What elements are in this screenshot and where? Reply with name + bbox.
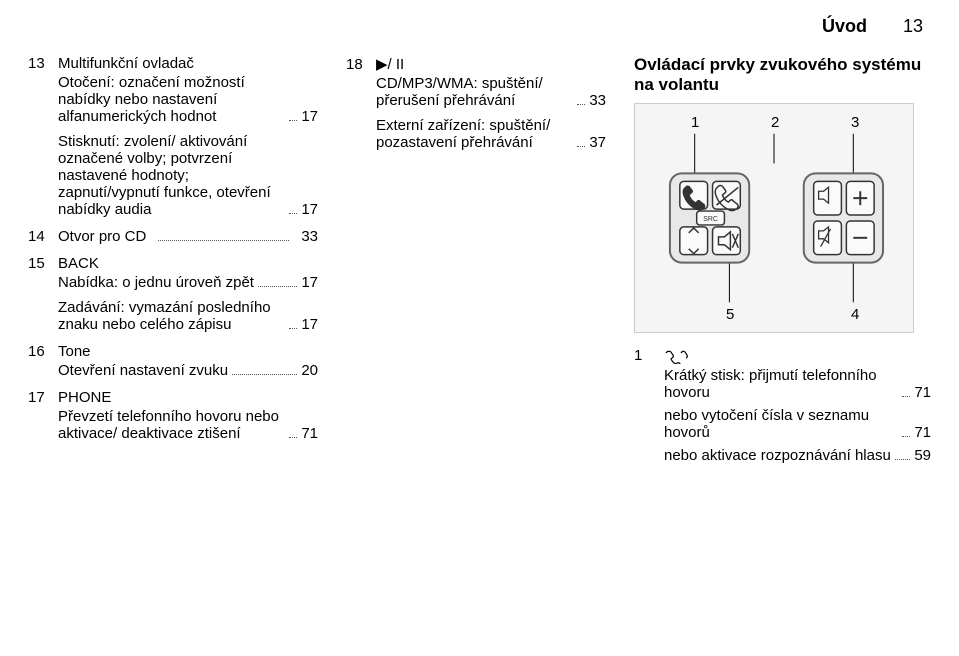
- toc-line: Externí zařízení: spuštění/ pozastavení …: [376, 117, 606, 151]
- toc-line: nebo vytočení čísla v seznamu hovorů 71: [664, 407, 931, 441]
- entry-13: 13 Multifunkční ovladač Otočení: označen…: [28, 55, 318, 218]
- entry-number: 16: [28, 343, 50, 360]
- page-ref: 71: [301, 425, 318, 442]
- toc-line: CD/MP3/WMA: spuštění/ přerušení přehrává…: [376, 75, 606, 109]
- toc-line: Zadávání: vymazání posledního znaku nebo…: [58, 299, 318, 333]
- leader-dots: [158, 240, 289, 241]
- section-heading: Ovládací prvky zvukového systému na vola…: [634, 55, 931, 95]
- toc-line: Otočení: označení možností nabídky nebo …: [58, 74, 318, 125]
- leader-dots: [902, 396, 910, 397]
- page-ref: 37: [589, 134, 606, 151]
- page-ref: 20: [301, 362, 318, 379]
- entry-14: 14 Otvor pro CD 33: [28, 228, 318, 245]
- section-title: Úvod: [822, 16, 867, 37]
- callout-4: 4: [851, 306, 859, 323]
- leader-dots: [289, 213, 297, 214]
- leader-dots: [289, 437, 297, 438]
- leader-dots: [232, 374, 297, 375]
- line-text: Stisknutí: zvolení/ aktivování označené …: [58, 133, 285, 218]
- play-pause-icon: ▶/ II: [376, 55, 606, 73]
- column-2: 18 ▶/ II CD/MP3/WMA: spuštění/ přerušení…: [346, 55, 606, 474]
- toc-line: Krátký stisk: přijmutí telefonního hovor…: [664, 367, 931, 401]
- leader-dots: [289, 120, 297, 121]
- page-ref: 59: [914, 447, 931, 464]
- leader-dots: [895, 459, 910, 460]
- entry-number: 13: [28, 55, 50, 72]
- toc-line: Stisknutí: zvolení/ aktivování označené …: [58, 133, 318, 218]
- entry-number: 1: [634, 347, 656, 364]
- content-columns: 13 Multifunkční ovladač Otočení: označen…: [28, 55, 931, 474]
- entry-number: 18: [346, 56, 368, 73]
- page-ref: 33: [589, 92, 606, 109]
- entry-18: 18 ▶/ II CD/MP3/WMA: spuštění/ přerušení…: [346, 55, 606, 151]
- legend-1: 1 Krátký stisk: přijmutí telefonního hov…: [634, 347, 931, 464]
- page-ref: 17: [301, 274, 318, 291]
- callout-2: 2: [771, 114, 779, 131]
- entry-label: Multifunkční ovladač: [58, 55, 318, 72]
- line-text: Otevření nastavení zvuku: [58, 362, 228, 379]
- callout-3: 3: [851, 114, 859, 131]
- leader-dots: [258, 286, 297, 287]
- line-text: Externí zařízení: spuštění/ pozastavení …: [376, 117, 573, 151]
- callout-5: 5: [726, 306, 734, 323]
- toc-line: Nabídka: o jednu úroveň zpět 17: [58, 274, 318, 291]
- entry-17: 17 PHONE Převzetí telefonního hovoru neb…: [28, 389, 318, 442]
- page-number: 13: [903, 16, 923, 37]
- diagram-svg: SRC: [635, 104, 913, 332]
- column-1: 13 Multifunkční ovladač Otočení: označen…: [28, 55, 318, 474]
- entry-16: 16 Tone Otevření nastavení zvuku 20: [28, 343, 318, 379]
- leader-dots: [289, 328, 297, 329]
- page-ref: 33: [301, 228, 318, 245]
- line-text: Krátký stisk: přijmutí telefonního hovor…: [664, 367, 898, 401]
- phone-icon: [664, 348, 931, 365]
- line-text: nebo aktivace rozpoznávání hlasu: [664, 447, 891, 464]
- page-ref: 17: [301, 316, 318, 333]
- line-text: CD/MP3/WMA: spuštění/ přerušení přehrává…: [376, 75, 573, 109]
- column-3: Ovládací prvky zvukového systému na vola…: [634, 55, 931, 474]
- leader-dots: [577, 104, 585, 105]
- line-text: Převzetí telefonního hovoru nebo aktivac…: [58, 408, 285, 442]
- callout-1: 1: [691, 114, 699, 131]
- entry-number: 15: [28, 255, 50, 272]
- toc-line: nebo aktivace rozpoznávání hlasu 59: [664, 447, 931, 464]
- leader-dots: [902, 436, 910, 437]
- entry-label: Otvor pro CD: [58, 228, 146, 245]
- page-ref: 71: [914, 384, 931, 401]
- entry-label: PHONE: [58, 389, 318, 406]
- steering-wheel-diagram: SRC 1 2: [634, 103, 914, 333]
- line-text: Otočení: označení možností nabídky nebo …: [58, 74, 285, 125]
- entry-number: 14: [28, 228, 50, 245]
- page-header: Úvod 13: [28, 16, 931, 37]
- line-text: Nabídka: o jednu úroveň zpět: [58, 274, 254, 291]
- line-text: nebo vytočení čísla v seznamu hovorů: [664, 407, 898, 441]
- entry-15: 15 BACK Nabídka: o jednu úroveň zpět 17 …: [28, 255, 318, 333]
- page-ref: 17: [301, 108, 318, 125]
- entry-label: Tone: [58, 343, 318, 360]
- page-ref: 17: [301, 201, 318, 218]
- entry-label: BACK: [58, 255, 318, 272]
- page-ref: 71: [914, 424, 931, 441]
- toc-line: Převzetí telefonního hovoru nebo aktivac…: [58, 408, 318, 442]
- manual-page: Úvod 13 13 Multifunkční ovladač Otočení:…: [0, 0, 959, 656]
- toc-line: Otevření nastavení zvuku 20: [58, 362, 318, 379]
- leader-dots: [577, 146, 585, 147]
- entry-number: 17: [28, 389, 50, 406]
- svg-text:SRC: SRC: [703, 216, 718, 223]
- line-text: Zadávání: vymazání posledního znaku nebo…: [58, 299, 285, 333]
